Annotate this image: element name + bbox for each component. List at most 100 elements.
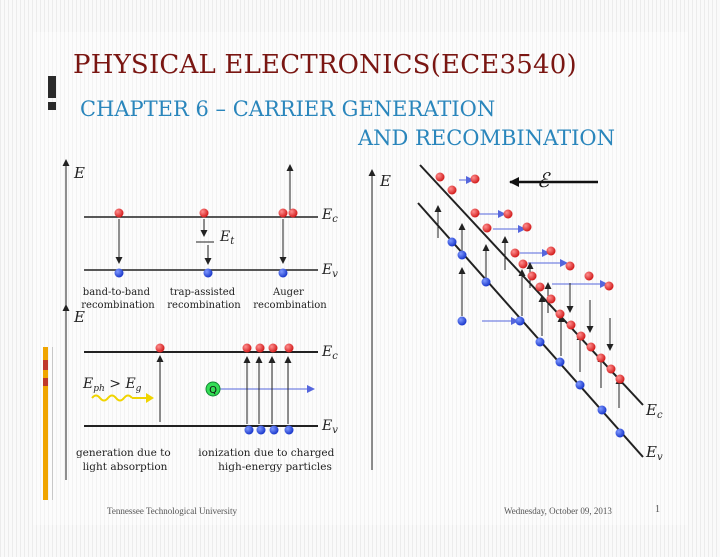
electron <box>470 208 480 218</box>
electron <box>606 364 616 374</box>
charged-particle-label: Q <box>209 385 217 396</box>
footer-date: Wednesday, October 09, 2013 <box>504 506 612 516</box>
hole <box>278 268 288 278</box>
slide-panel <box>33 32 688 525</box>
sidebar-thin-line <box>52 347 53 500</box>
generation-panel: E Ec Ev Eph > Eg Q <box>62 304 338 480</box>
electron <box>447 185 457 195</box>
electron <box>242 343 252 353</box>
sidebar-black-mark <box>48 102 56 110</box>
charged-particle-icon <box>205 381 221 397</box>
electron <box>546 246 556 256</box>
hole <box>575 380 585 390</box>
band-label-subscript: c <box>657 410 663 421</box>
footer-institution: Tennessee Technological University <box>107 506 238 516</box>
hole <box>244 425 254 435</box>
sidebar-red-mark <box>43 378 48 386</box>
electron <box>268 343 278 353</box>
electron <box>278 208 288 218</box>
hole <box>481 277 491 287</box>
hole <box>457 250 467 260</box>
electron <box>435 172 445 182</box>
valence-band-label: Ev <box>321 418 338 436</box>
electron <box>199 208 209 218</box>
electron <box>584 271 594 281</box>
photon-wave <box>91 394 133 402</box>
subtitle-line-1: CHAPTER 6 – CARRIER GENERATION <box>80 97 496 121</box>
hole <box>284 425 294 435</box>
ionization-arrows <box>243 356 292 424</box>
hole <box>114 268 124 278</box>
hole <box>256 425 266 435</box>
hole <box>615 428 625 438</box>
sidebar-black-mark <box>48 76 56 98</box>
hole <box>535 337 545 347</box>
energy-axis-label: E <box>379 172 391 190</box>
electron <box>518 259 528 269</box>
electron <box>522 222 532 232</box>
recombination-panel: E Ec Ev Et band-to-band <box>62 159 338 311</box>
electron <box>284 343 294 353</box>
field-band-panel: E ℰ Ec Ev <box>368 164 663 470</box>
conduction-band-edge <box>419 164 644 406</box>
electron <box>604 281 614 291</box>
trap-level-label: Et <box>219 229 235 247</box>
hole <box>555 357 565 367</box>
page-number: 1 <box>655 504 660 515</box>
hole <box>203 268 213 278</box>
electron <box>555 309 565 319</box>
valence-band-label: Ev <box>645 443 663 463</box>
electron <box>586 342 596 352</box>
band-label-subscript: v <box>657 452 663 463</box>
caption-band-to-band: band-to-band recombination <box>81 287 155 311</box>
photon-energy-condition: Eph > Eg <box>82 376 142 394</box>
energy-axis-label: E <box>73 164 85 182</box>
electron <box>527 271 537 281</box>
valence-band-edge <box>417 202 644 458</box>
electron <box>596 353 606 363</box>
conduction-band-label: Ec <box>321 207 338 225</box>
electron <box>615 374 625 384</box>
electron <box>546 294 556 304</box>
electrons <box>435 172 625 384</box>
slide-title: PHYSICAL ELECTRONICS(ECE3540) <box>73 50 577 80</box>
hole <box>269 425 279 435</box>
electron <box>510 248 520 258</box>
band-label-subscript: c <box>332 214 338 225</box>
caption-trap-assisted: trap-assisted recombination <box>167 287 241 311</box>
electron <box>288 208 298 218</box>
photon-arrowhead <box>146 393 154 403</box>
caption-auger: Auger recombination <box>253 287 327 311</box>
electron <box>155 343 165 353</box>
sidebar-red-mark <box>43 360 48 370</box>
caption-light-absorption: generation due to light absorption <box>76 447 174 473</box>
band-label-subscript: v <box>332 425 338 436</box>
valence-band-label: Ev <box>321 262 338 280</box>
band-label-subscript: c <box>332 351 338 362</box>
electron <box>470 174 480 184</box>
subtitle-line-2: AND RECOMBINATION <box>358 126 615 150</box>
electron <box>565 261 575 271</box>
energy-axis-label: E <box>73 308 85 326</box>
hole <box>457 316 467 326</box>
sidebar-orange-bar <box>43 347 48 500</box>
holes <box>447 237 625 438</box>
electron <box>114 208 124 218</box>
electron <box>535 282 545 292</box>
electron <box>566 320 576 330</box>
electron <box>255 343 265 353</box>
electron-drift-arrows <box>459 176 608 325</box>
vertical-generation-arrows <box>434 205 623 408</box>
band-label-subscript: v <box>332 269 338 280</box>
hole <box>447 237 457 247</box>
electric-field-symbol: ℰ <box>537 168 551 192</box>
electron <box>482 223 492 233</box>
hole <box>597 405 607 415</box>
caption-ionization: ionization due to charged high-energy pa… <box>198 447 337 473</box>
conduction-band-label: Ec <box>645 401 663 421</box>
hole <box>515 316 525 326</box>
slide-subtitle: CHAPTER 6 – CARRIER GENERATION AND RECOM… <box>80 95 615 153</box>
electron <box>576 331 586 341</box>
